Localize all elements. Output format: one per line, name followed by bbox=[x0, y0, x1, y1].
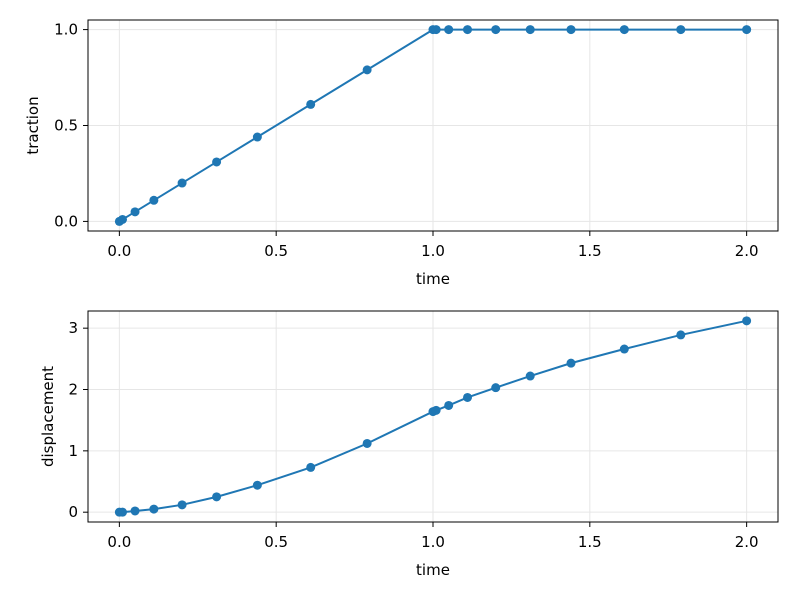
displacement-data-point bbox=[212, 492, 222, 502]
displacement-x-tick-label: 2.0 bbox=[735, 533, 759, 551]
traction-data-point bbox=[149, 195, 159, 205]
traction-y-tick-label: 0.5 bbox=[54, 117, 78, 135]
traction-grid bbox=[88, 20, 778, 231]
traction-data-point bbox=[676, 25, 686, 35]
displacement-x-tick-label: 1.0 bbox=[421, 533, 445, 551]
displacement-data-point bbox=[130, 506, 140, 516]
traction-data-point bbox=[362, 65, 372, 75]
displacement-data-point bbox=[362, 438, 372, 448]
displacement-data-point bbox=[525, 371, 535, 381]
displacement-data-point bbox=[306, 462, 316, 472]
displacement-data-point bbox=[149, 504, 159, 514]
displacement-data-point bbox=[566, 358, 576, 368]
traction-ticks: 0.0 0.5 1.0 1.5 2.0 0.0 0.5 1.0 bbox=[54, 21, 758, 260]
displacement-x-tick-label: 1.5 bbox=[578, 533, 602, 551]
traction-data-point bbox=[306, 99, 316, 109]
displacement-ticks: 0.0 0.5 1.0 1.5 2.0 0 1 2 3 bbox=[68, 319, 758, 551]
displacement-x-tick-label: 0.0 bbox=[107, 533, 131, 551]
displacement-data-point bbox=[742, 316, 752, 326]
traction-data-point bbox=[130, 207, 140, 217]
traction-data-point bbox=[444, 25, 454, 35]
displacement-y-tick-label: 0 bbox=[68, 503, 78, 521]
traction-data-point bbox=[566, 25, 576, 35]
traction-x-tick-label: 0.5 bbox=[264, 242, 288, 260]
displacement-data-point bbox=[118, 507, 127, 517]
displacement-y-tick-label: 2 bbox=[68, 381, 78, 399]
traction-data-point bbox=[491, 25, 501, 35]
traction-data-point bbox=[177, 178, 187, 188]
traction-x-tick-label: 1.5 bbox=[578, 242, 602, 260]
displacement-y-axis-label: displacement bbox=[39, 366, 57, 467]
displacement-data-point bbox=[444, 400, 454, 410]
traction-y-axis-label: traction bbox=[24, 96, 42, 154]
traction-panel: 0.0 0.5 1.0 1.5 2.0 0.0 0.5 1.0 time traction bbox=[24, 19, 779, 288]
displacement-y-tick-label: 1 bbox=[68, 442, 78, 460]
traction-data-point bbox=[118, 214, 127, 224]
traction-y-tick-label: 1.0 bbox=[54, 21, 78, 39]
displacement-grid bbox=[88, 311, 778, 522]
traction-series bbox=[114, 25, 752, 226]
traction-data-point bbox=[525, 25, 535, 35]
displacement-data-point bbox=[491, 383, 501, 393]
displacement-data-point bbox=[463, 392, 472, 402]
displacement-data-point bbox=[431, 405, 441, 415]
displacement-y-tick-label: 3 bbox=[68, 319, 78, 337]
displacement-x-axis-label: time bbox=[416, 561, 450, 579]
displacement-panel: 0.0 0.5 1.0 1.5 2.0 0 1 2 3 time displacement bbox=[39, 310, 779, 579]
traction-data-point bbox=[431, 25, 441, 35]
traction-data-point bbox=[252, 132, 262, 142]
traction-x-tick-label: 2.0 bbox=[735, 242, 759, 260]
displacement-data-point bbox=[676, 330, 686, 340]
displacement-data-point bbox=[177, 500, 187, 510]
traction-data-point bbox=[212, 157, 222, 167]
traction-data-point bbox=[619, 25, 629, 35]
displacement-data-point bbox=[252, 480, 262, 490]
traction-x-axis-label: time bbox=[416, 270, 450, 288]
displacement-series bbox=[114, 316, 752, 517]
displacement-x-tick-label: 0.5 bbox=[264, 533, 288, 551]
traction-y-tick-label: 0.0 bbox=[54, 212, 78, 230]
displacement-data-point bbox=[619, 344, 629, 354]
traction-data-point bbox=[742, 25, 752, 35]
traction-data-point bbox=[463, 25, 472, 35]
traction-x-tick-label: 0.0 bbox=[107, 242, 131, 260]
traction-x-tick-label: 1.0 bbox=[421, 242, 445, 260]
